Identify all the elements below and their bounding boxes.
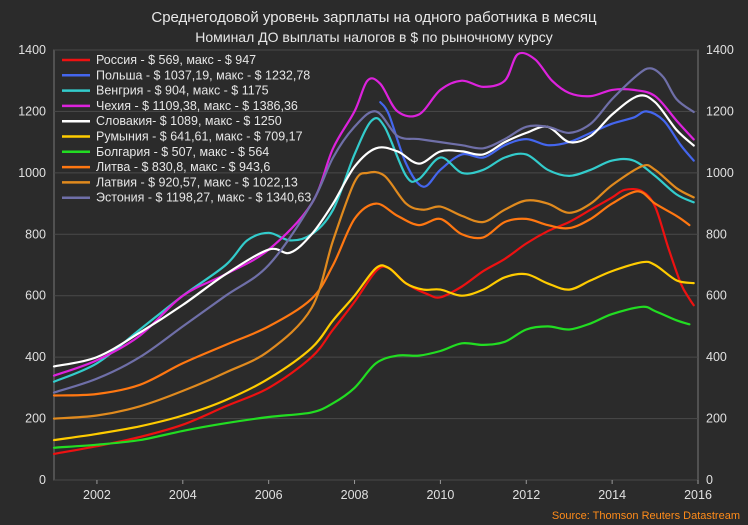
legend-label-2: Венгрия - $ 904, макс - $ 1175 — [96, 84, 269, 98]
series-line-7 — [52, 190, 691, 397]
y-tick-label-left: 1400 — [18, 43, 46, 57]
y-tick-label-left: 600 — [25, 289, 46, 303]
y-tick-label-right: 1200 — [706, 104, 734, 118]
series-line-8 — [52, 163, 695, 420]
x-tick-label: 2016 — [684, 488, 712, 502]
y-tick-label-left: 200 — [25, 412, 46, 426]
series-line-4 — [52, 94, 695, 368]
y-tick-label-left: 1200 — [18, 104, 46, 118]
x-tick-label: 2008 — [341, 488, 369, 502]
y-tick-label-right: 0 — [706, 473, 713, 487]
legend-label-8: Латвия - $ 920,57, макс - $ 1022,13 — [96, 175, 298, 189]
chart-title: Среднегодовой уровень зарплаты на одного… — [151, 9, 597, 26]
series-line-6 — [52, 305, 691, 449]
chart-subtitle: Номинал ДО выплаты налогов в $ по рыночн… — [195, 29, 553, 45]
source-note: Source: Thomson Reuters Datastream — [552, 510, 740, 522]
legend-label-3: Чехия - $ 1109,38, макс - $ 1386,36 — [96, 99, 298, 113]
x-tick-label: 2002 — [83, 488, 111, 502]
axis-ticks: 0 0 200 200 400 400 600 600 800 800 1000 1000 1200 12… — [18, 43, 734, 502]
series-group — [52, 51, 695, 455]
series-line-2 — [52, 117, 695, 383]
legend-label-6: Болгария - $ 507, макс - $ 564 — [96, 145, 269, 159]
x-tick-label: 2010 — [426, 488, 454, 502]
y-tick-label-right: 400 — [706, 350, 727, 364]
y-tick-label-right: 800 — [706, 227, 727, 241]
y-tick-label-left: 0 — [39, 473, 46, 487]
y-tick-label-left: 400 — [25, 350, 46, 364]
legend-label-1: Польша - $ 1037,19, макс - $ 1232,78 — [96, 68, 310, 82]
y-tick-label-left: 1000 — [18, 166, 46, 180]
legend-label-7: Литва - $ 830,8, макс - $ 943,6 — [96, 160, 270, 174]
y-tick-label-right: 1000 — [706, 166, 734, 180]
y-tick-label-right: 600 — [706, 289, 727, 303]
series-line-0 — [52, 187, 695, 455]
legend-label-5: Румыния - $ 641,61, макс - $ 709,17 — [96, 130, 303, 144]
series-line-5 — [52, 260, 695, 442]
y-tick-label-left: 800 — [25, 227, 46, 241]
x-tick-label: 2012 — [512, 488, 540, 502]
series-line-1 — [379, 101, 695, 188]
x-tick-label: 2014 — [598, 488, 626, 502]
x-tick-label: 2004 — [169, 488, 197, 502]
legend-label-9: Эстония - $ 1198,27, макс - $ 1340,63 — [96, 191, 311, 205]
legend-label-0: Россия - $ 569, макс - $ 947 — [96, 53, 256, 67]
x-tick-label: 2006 — [255, 488, 283, 502]
y-tick-label-right: 200 — [706, 412, 727, 426]
series-line-9 — [52, 67, 695, 394]
legend-label-4: Словакия- $ 1089, макс - $ 1250 — [96, 114, 282, 128]
series-line-3 — [52, 51, 695, 377]
y-tick-label-right: 1400 — [706, 43, 734, 57]
